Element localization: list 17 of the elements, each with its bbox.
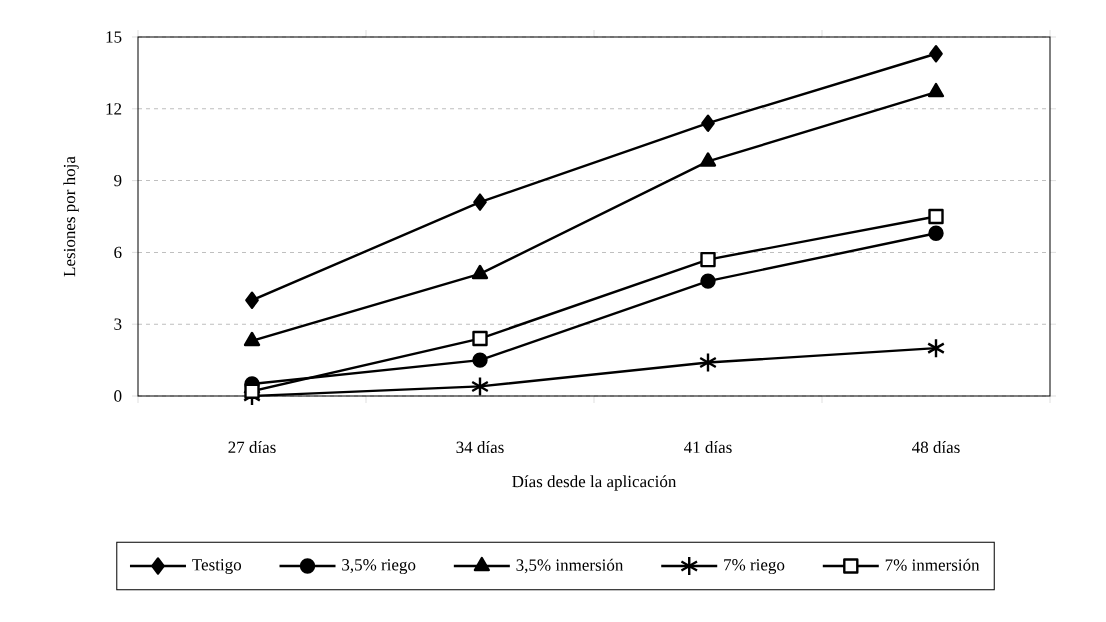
legend-label: 7% inmersión xyxy=(885,558,980,571)
y-tick-label: 15 xyxy=(106,31,122,43)
y-tick-label: 0 xyxy=(114,390,122,402)
x-axis-title: Días desde la aplicación xyxy=(512,475,677,491)
x-tick-label: 27 días xyxy=(228,441,276,453)
y-tick-label: 9 xyxy=(114,174,122,187)
x-tick-label: 48 días xyxy=(912,441,960,453)
legend-label: 3,5% inmersión xyxy=(516,558,624,574)
y-tick-label: 3 xyxy=(114,318,122,330)
y-axis-title: Lesiones por hoja xyxy=(63,156,79,277)
x-tick-label: 41 días xyxy=(684,441,732,453)
y-tick-label: 6 xyxy=(114,246,122,259)
legend-label: 3,5% riego xyxy=(342,559,416,575)
legend-label: Testigo xyxy=(192,559,242,574)
y-tick-label: 12 xyxy=(106,103,122,115)
x-tick-label: 34 días xyxy=(456,441,504,453)
legend-label: 7% riego xyxy=(724,559,785,575)
